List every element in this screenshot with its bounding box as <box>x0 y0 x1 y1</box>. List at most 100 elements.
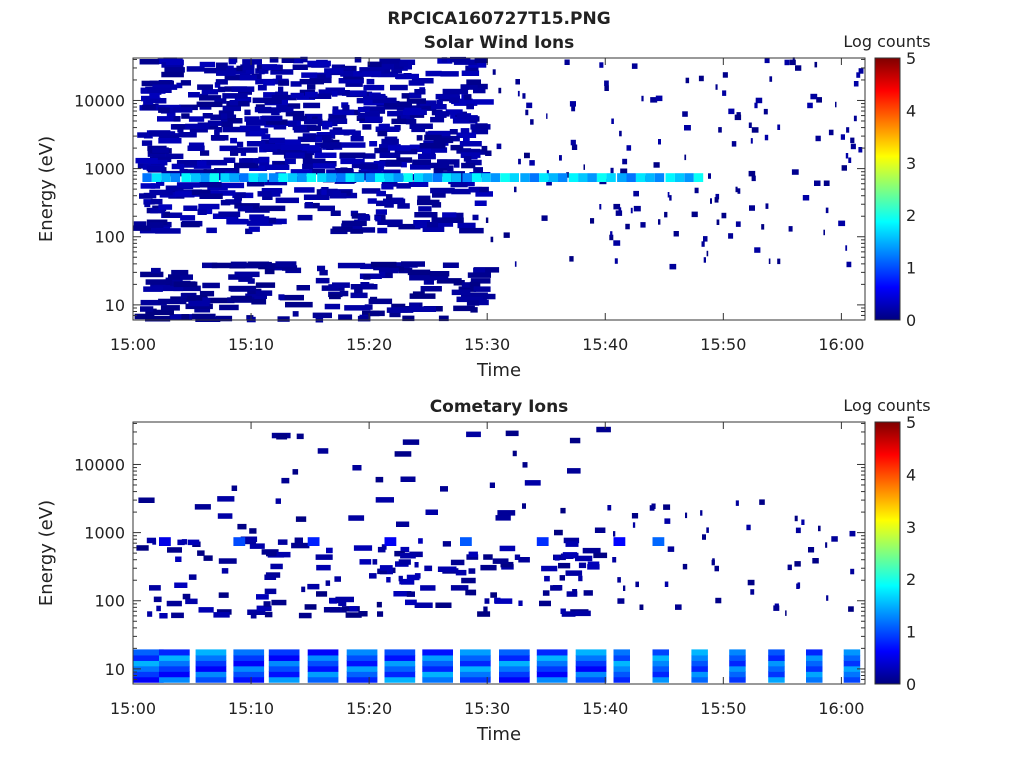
heatmap-cell <box>452 118 478 124</box>
heatmap-cell <box>407 269 431 276</box>
heatmap-cell <box>290 92 304 99</box>
heatmap-cell <box>215 315 233 322</box>
heatmap-cell <box>384 676 416 683</box>
heatmap-cell <box>140 306 154 312</box>
heatmap-cell <box>682 111 688 117</box>
heatmap-cell <box>252 97 273 104</box>
heatmap-cell <box>492 558 509 564</box>
heatmap-cell <box>301 586 306 593</box>
heatmap-cell <box>159 285 184 292</box>
heatmap-cell <box>155 98 167 104</box>
heatmap-cell <box>652 649 669 656</box>
heatmap-cell <box>195 316 221 322</box>
heatmap-cell <box>196 101 223 108</box>
heatmap-cell <box>465 159 482 166</box>
heatmap-cell <box>631 63 638 69</box>
heatmap-cell <box>483 606 488 612</box>
heatmap-cell <box>435 602 452 608</box>
heatmap-cell <box>455 569 467 576</box>
heatmap-cell <box>563 537 580 544</box>
heatmap-cell <box>170 173 181 182</box>
heatmap-cell <box>292 311 299 317</box>
heatmap-cell <box>633 205 641 212</box>
heatmap-cell <box>613 203 621 210</box>
heatmap-cell <box>652 537 665 546</box>
heatmap-cell <box>489 482 495 488</box>
heatmap-cell <box>768 660 785 667</box>
heatmap-cell <box>658 219 661 225</box>
heatmap-cell <box>401 93 410 99</box>
heatmap-cell <box>247 609 266 615</box>
heatmap-cell <box>161 173 171 182</box>
heatmap-cell <box>334 168 354 174</box>
heatmap-cell <box>587 564 600 570</box>
heatmap-cell <box>255 158 262 164</box>
heatmap-cell <box>348 515 365 521</box>
heatmap-cell <box>226 218 246 225</box>
heatmap-cell <box>826 595 829 601</box>
heatmap-cell <box>518 557 530 563</box>
heatmap-cell <box>447 165 454 172</box>
heatmap-cell <box>806 671 823 678</box>
heatmap-cell <box>715 84 718 90</box>
heatmap-cell <box>325 580 331 586</box>
heatmap-cell <box>245 207 270 213</box>
x-axis: 15:00 15:10 15:20 15:30 15:40 15:50 16:00 <box>110 58 864 354</box>
heatmap-cell <box>462 148 481 155</box>
y-tick-label: 10000 <box>74 91 125 110</box>
heatmap-cell <box>203 555 213 561</box>
heatmap-cell <box>230 261 247 268</box>
heatmap-cell <box>408 146 428 152</box>
heatmap-cell <box>153 596 162 603</box>
heatmap-cell <box>141 140 153 146</box>
heatmap-cell <box>164 67 185 73</box>
heatmap-cell <box>293 57 304 64</box>
heatmap-cell <box>365 173 375 182</box>
heatmap-cell <box>433 168 444 175</box>
heatmap-cell <box>464 94 472 100</box>
heatmap-cell <box>159 649 190 656</box>
heatmap-cell <box>361 188 381 194</box>
heatmap-cell <box>346 676 378 683</box>
heatmap-cell <box>149 585 161 591</box>
heatmap-cell <box>339 152 366 158</box>
heatmap-cell <box>420 585 436 591</box>
heatmap-cell <box>187 145 205 151</box>
heatmap-cell <box>473 87 486 94</box>
heatmap-cell <box>149 80 174 87</box>
heatmap-cell <box>362 153 376 159</box>
heatmap-cell <box>691 654 708 661</box>
heatmap-cell <box>428 162 450 169</box>
heatmap-cell <box>729 665 746 672</box>
heatmap-cell <box>159 671 190 678</box>
heatmap-cell <box>639 604 644 610</box>
heatmap-cell <box>569 101 576 107</box>
heatmap-cell <box>490 236 494 243</box>
heatmap-cell <box>460 84 478 90</box>
heatmap-cell <box>423 173 433 182</box>
heatmap-cell <box>413 220 431 226</box>
heatmap-cell <box>203 169 217 175</box>
heatmap-cell <box>714 197 719 203</box>
heatmap-cell <box>173 285 201 292</box>
heatmap-cell <box>375 126 400 132</box>
heatmap-cell <box>610 231 613 237</box>
heatmap-cell <box>240 150 247 156</box>
heatmap-cell <box>346 649 378 656</box>
heatmap-cell <box>398 223 421 230</box>
heatmap-cell <box>185 123 210 130</box>
heatmap-cell <box>315 554 333 560</box>
heatmap-cell <box>181 539 188 545</box>
heatmap-cell <box>377 130 388 137</box>
heatmap-cell <box>157 116 181 122</box>
heatmap-cell <box>384 537 397 546</box>
heatmap-cell <box>258 173 268 182</box>
heatmap-cell <box>843 660 861 667</box>
heatmap-cell <box>140 87 147 94</box>
heatmap-cell <box>495 515 511 521</box>
heatmap-cell <box>230 137 237 144</box>
heatmap-cell <box>195 654 227 661</box>
heatmap-cell <box>231 147 242 153</box>
heatmap-cell <box>307 660 339 667</box>
heatmap-cell <box>570 139 576 146</box>
